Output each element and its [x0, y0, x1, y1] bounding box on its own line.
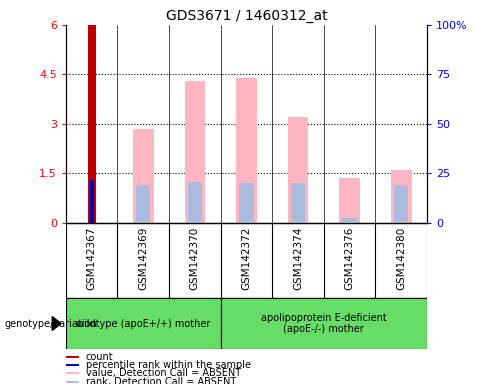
Bar — [343, 218, 357, 223]
Text: wildtype (apoE+/+) mother: wildtype (apoE+/+) mother — [76, 318, 210, 329]
Text: GSM142374: GSM142374 — [293, 227, 303, 290]
Bar — [391, 170, 411, 223]
Bar — [66, 364, 79, 366]
Bar — [221, 298, 427, 349]
Bar — [133, 129, 154, 223]
Bar — [291, 183, 305, 223]
Text: GSM142367: GSM142367 — [87, 227, 97, 290]
Text: count: count — [86, 352, 113, 362]
Text: GSM142370: GSM142370 — [190, 227, 200, 290]
Text: GSM142372: GSM142372 — [242, 227, 251, 290]
Bar — [66, 372, 79, 374]
Bar — [187, 182, 202, 223]
Text: percentile rank within the sample: percentile rank within the sample — [86, 360, 251, 370]
Bar — [66, 356, 79, 358]
Bar — [239, 183, 254, 223]
Bar — [339, 178, 360, 223]
Title: GDS3671 / 1460312_at: GDS3671 / 1460312_at — [165, 8, 327, 23]
Polygon shape — [52, 316, 61, 330]
Bar — [236, 78, 257, 223]
Text: apolipoprotein E-deficient
(apoE-/-) mother: apolipoprotein E-deficient (apoE-/-) mot… — [261, 313, 386, 334]
Bar — [394, 185, 408, 223]
Text: genotype/variation: genotype/variation — [5, 318, 98, 329]
Bar — [66, 381, 79, 382]
Bar — [184, 81, 205, 223]
Bar — [90, 180, 94, 223]
Bar — [88, 25, 96, 223]
Text: rank, Detection Call = ABSENT: rank, Detection Call = ABSENT — [86, 377, 236, 384]
Bar — [288, 117, 308, 223]
Text: value, Detection Call = ABSENT: value, Detection Call = ABSENT — [86, 368, 241, 378]
Text: GSM142376: GSM142376 — [345, 227, 355, 290]
Text: GSM142380: GSM142380 — [396, 227, 406, 290]
Text: GSM142369: GSM142369 — [138, 227, 148, 290]
Bar — [136, 185, 150, 223]
Bar — [66, 298, 221, 349]
